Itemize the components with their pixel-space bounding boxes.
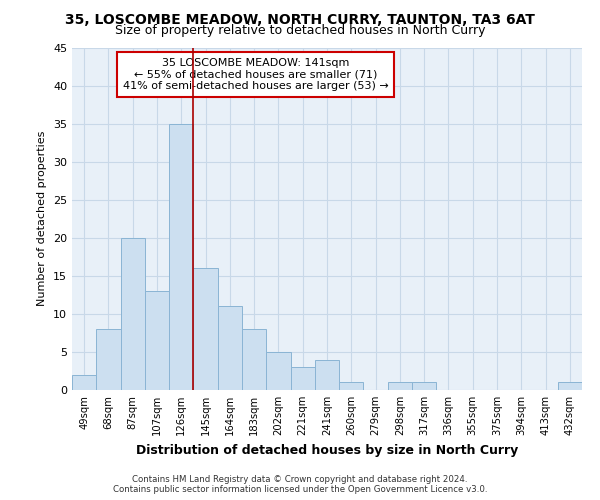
Text: 35, LOSCOMBE MEADOW, NORTH CURRY, TAUNTON, TA3 6AT: 35, LOSCOMBE MEADOW, NORTH CURRY, TAUNTO… (65, 12, 535, 26)
Bar (145, 291, 169, 390)
Text: 35 LOSCOMBE MEADOW: 141sqm
← 55% of detached houses are smaller (71)
41% of semi: 35 LOSCOMBE MEADOW: 141sqm ← 55% of deta… (123, 58, 388, 91)
X-axis label: Distribution of detached houses by size in North Curry: Distribution of detached houses by size … (136, 444, 518, 456)
Bar (266, 352, 290, 390)
Bar (388, 382, 412, 390)
Y-axis label: Number of detached properties: Number of detached properties (37, 131, 47, 306)
Text: Contains HM Land Registry data © Crown copyright and database right 2024.
Contai: Contains HM Land Registry data © Crown c… (113, 474, 487, 494)
Bar (96, 329, 121, 390)
Bar (558, 382, 582, 390)
Bar (339, 382, 364, 390)
Bar (121, 238, 145, 390)
Bar (242, 329, 266, 390)
Bar (315, 360, 339, 390)
Bar (72, 375, 96, 390)
Bar (218, 306, 242, 390)
Text: Size of property relative to detached houses in North Curry: Size of property relative to detached ho… (115, 24, 485, 37)
Bar (290, 367, 315, 390)
Bar (169, 124, 193, 390)
Bar (193, 268, 218, 390)
Bar (412, 382, 436, 390)
